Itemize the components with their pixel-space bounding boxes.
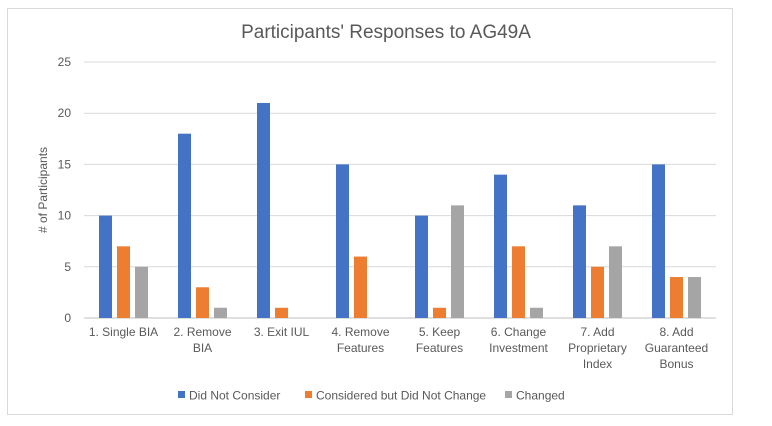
x-tick-label-7-line-2: Proprietary (568, 341, 627, 355)
y-tick-label-5: 5 (64, 260, 71, 274)
x-tick-label-8-line-3: Bonus (659, 357, 693, 371)
bar-s1-c4 (336, 164, 349, 318)
bar-s1-c1 (99, 215, 112, 318)
y-tick-label-20: 20 (58, 106, 72, 120)
y-tick-labels: 0 5 10 15 20 25 (58, 55, 72, 325)
bar-s1-c6 (494, 174, 507, 318)
y-tick-label-15: 15 (58, 157, 72, 171)
bar-s3-c5 (451, 205, 464, 318)
x-tick-label-8-line-2: Guaranteed (645, 341, 708, 355)
x-tick-label-5-line-2: Features (416, 341, 463, 355)
bar-s2-c2 (196, 287, 209, 318)
bar-s3-c6 (530, 307, 543, 318)
legend-label-2: Considered but Did Not Change (316, 389, 486, 403)
bar-s2-c4 (354, 256, 367, 318)
x-tick-label-1-line-1: 1. Single BIA (89, 325, 158, 339)
x-tick-label-2-line-1: 2. Remove (173, 325, 231, 339)
x-tick-label-8-line-1: 8. Add (659, 325, 693, 339)
x-tick-label-7-line-1: 7. Add (580, 325, 614, 339)
chart-frame (7, 8, 733, 415)
bar-s2-c8 (670, 277, 683, 318)
legend-swatch-2 (305, 391, 312, 398)
bar-s3-c1 (135, 266, 148, 318)
bar-s2-c1 (117, 246, 130, 318)
bar-s1-c2 (178, 133, 191, 318)
y-tick-label-10: 10 (58, 209, 72, 223)
legend-label-1: Did Not Consider (189, 389, 280, 403)
bar-s2-c3 (275, 307, 288, 318)
bar-s3-c7 (609, 246, 622, 318)
bar-s2-c7 (591, 266, 604, 318)
bar-s1-c8 (652, 164, 665, 318)
bar-s3-c8 (688, 277, 701, 318)
legend: Did Not Consider Considered but Did Not C… (178, 389, 565, 403)
x-tick-label-6-line-2: Investment (489, 341, 548, 355)
legend-label-3: Changed (516, 389, 565, 403)
y-tick-label-25: 25 (58, 55, 72, 69)
bars (99, 102, 701, 319)
bar-s1-c5 (415, 215, 428, 318)
x-tick-label-4-line-2: Features (337, 341, 384, 355)
x-tick-label-4-line-1: 4. Remove (331, 325, 389, 339)
x-tick-label-2-line-2: BIA (193, 341, 212, 355)
y-tick-label-0: 0 (64, 311, 71, 325)
y-axis-label: # of Participants (36, 147, 50, 233)
bar-s1-c7 (573, 205, 586, 318)
x-tick-label-3-line-1: 3. Exit IUL (254, 325, 310, 339)
bar-s2-c5 (433, 307, 446, 318)
bar-s2-c6 (512, 246, 525, 318)
chart-title: Participants' Responses to AG49A (241, 22, 531, 43)
x-tick-label-7-line-3: Index (583, 357, 612, 371)
legend-swatch-1 (178, 391, 185, 398)
bar-s1-c3 (257, 102, 270, 319)
x-tick-label-5-line-1: 5. Keep (419, 325, 461, 339)
bar-s3-c2 (214, 307, 227, 318)
x-tick-labels: 1. Single BIA 2. Remove BIA 3. Exit IUL 4. R… (89, 325, 708, 371)
x-tick-label-6-line-1: 6. Change (491, 325, 547, 339)
legend-swatch-3 (505, 391, 512, 398)
